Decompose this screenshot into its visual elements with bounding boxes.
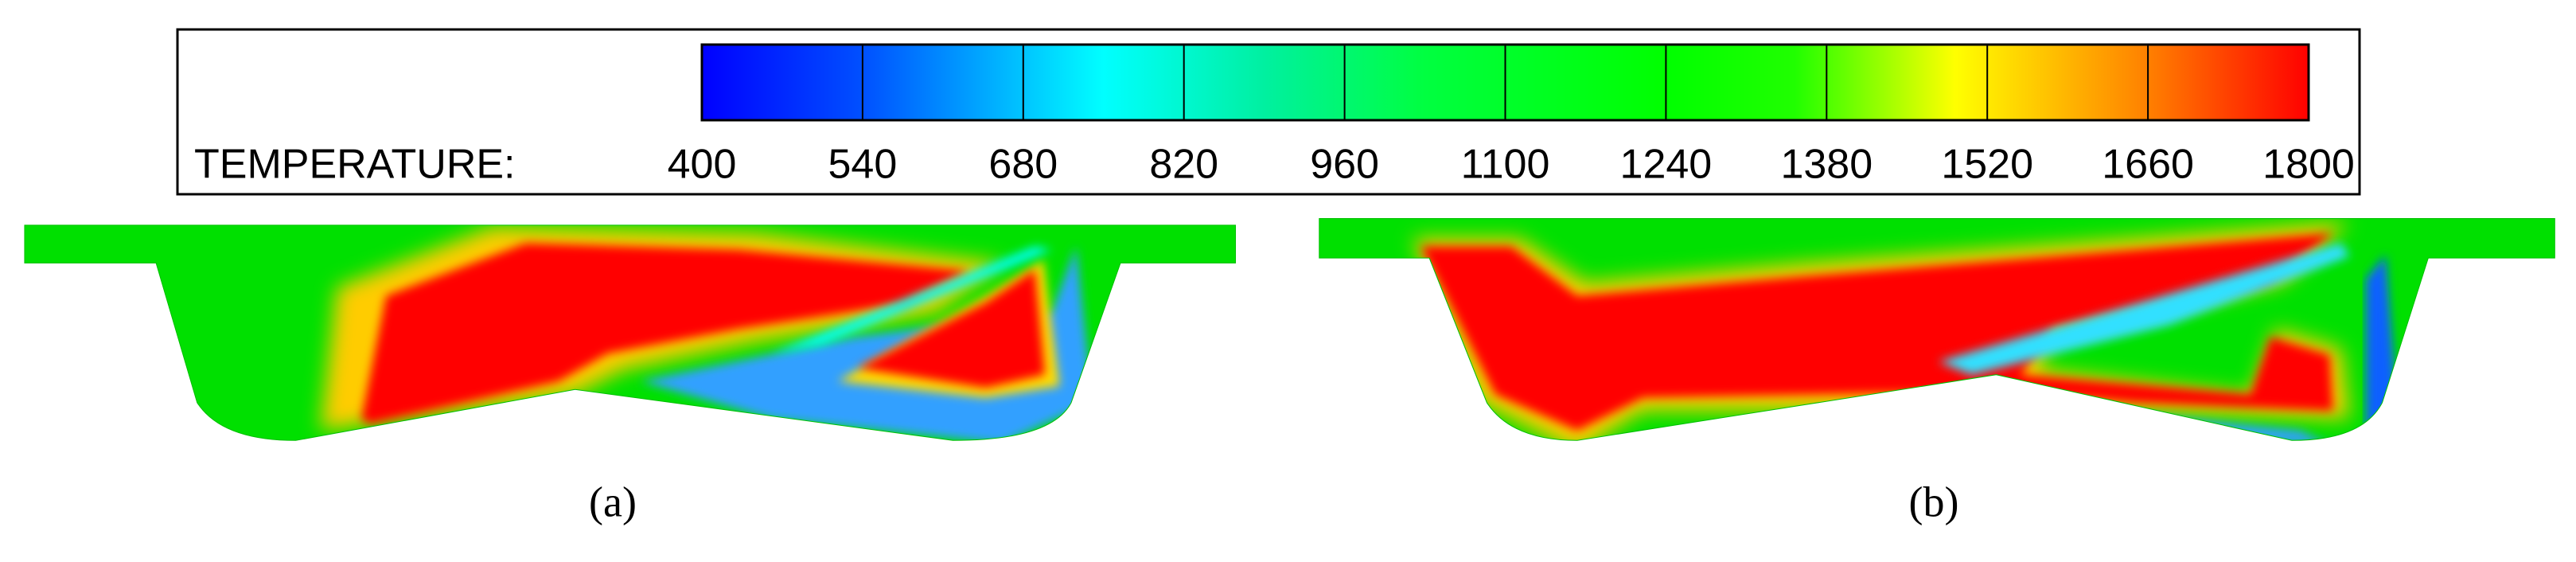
contours [24,218,2555,441]
panel-b-field [1319,218,2555,441]
panel-label: (a) [589,478,637,525]
panel-label: (b) [1909,478,1959,525]
colorbar-tick-label: 1800 [2262,142,2355,188]
colorbar-tick-label: 540 [828,142,898,188]
colorbar-tick-label: 960 [1310,142,1379,188]
panel-a-field [24,224,1236,441]
colorbar-tick-label: 1380 [1780,142,1873,188]
colorbar-tick-label: 1660 [2102,142,2194,188]
colorbar-label: TEMPERATURE: [194,142,516,188]
colorbar-tick-label: 820 [1149,142,1218,188]
colorbar-tick-label: 1240 [1620,142,1713,188]
colorbar-tick-label: 1520 [1941,142,2033,188]
colorbar-tick-label: 680 [988,142,1058,188]
colorbar-tick-label: 400 [668,142,737,188]
colorbar-tick-label: 1100 [1461,142,1550,188]
